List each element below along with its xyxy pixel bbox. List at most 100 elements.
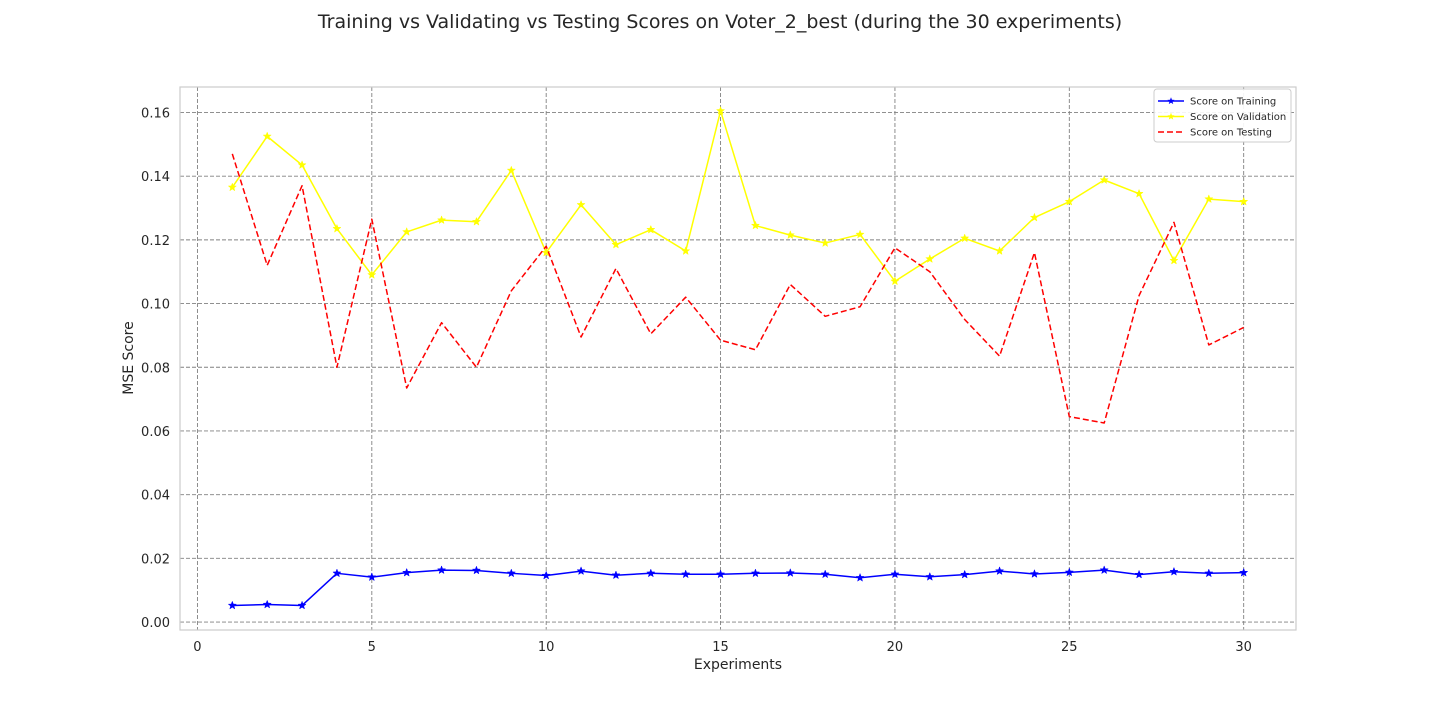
series-score-on-testing — [231, 153, 1245, 424]
data-point — [262, 131, 272, 141]
x-tick-label: 25 — [1061, 640, 1078, 655]
data-point — [227, 182, 237, 192]
data-point — [855, 572, 865, 582]
data-point — [994, 246, 1005, 255]
data-point — [890, 569, 900, 579]
y-axis: 0.00 0.02 0.04 0.06 0.08 0.10 0.12 0.14 0.16 — [141, 106, 170, 631]
data-point — [402, 226, 412, 236]
legend-item: Score on Validation — [1158, 112, 1286, 123]
legend-marker — [1167, 97, 1175, 105]
data-point — [297, 160, 307, 169]
data-point — [890, 276, 900, 286]
data-point — [402, 567, 412, 577]
data-point — [611, 570, 621, 580]
series-score-on-validation — [227, 105, 1249, 286]
data-point — [1169, 255, 1179, 265]
data-point — [506, 165, 516, 175]
data-point — [1134, 188, 1144, 198]
x-tick-label: 30 — [1235, 640, 1252, 655]
data-point — [785, 230, 795, 240]
data-point — [1029, 569, 1040, 578]
y-tick-label: 0.04 — [141, 489, 170, 504]
x-tick-label: 15 — [712, 640, 729, 655]
data-point — [785, 568, 795, 577]
data-point — [1204, 568, 1214, 578]
data-point — [646, 568, 656, 578]
data-point — [541, 570, 551, 580]
data-point — [820, 569, 830, 579]
y-tick-label: 0.08 — [141, 361, 170, 376]
data-point — [715, 569, 726, 579]
data-point — [994, 566, 1005, 576]
data-point — [1099, 565, 1109, 575]
series-line — [232, 569, 1244, 607]
data-point — [1204, 194, 1214, 204]
plot-frame — [179, 86, 1297, 631]
data-point — [471, 216, 482, 226]
data-point — [681, 569, 691, 579]
x-tick-label: 20 — [887, 640, 904, 655]
data-point — [367, 572, 377, 582]
y-tick-label: 0.02 — [141, 552, 170, 567]
x-axis-label: Experiments — [694, 657, 782, 673]
data-point — [1239, 196, 1249, 206]
data-point — [1239, 567, 1249, 577]
series-line — [231, 110, 1244, 283]
series-score-on-training — [227, 565, 1249, 610]
data-point — [1169, 566, 1179, 576]
legend: Score on Training Score on Validation Scor… — [1153, 88, 1292, 143]
data-point — [1064, 196, 1074, 206]
data-point — [820, 238, 830, 248]
data-point — [611, 239, 621, 249]
legend-item: Score on Testing — [1158, 128, 1272, 139]
data-point — [227, 600, 237, 610]
y-axis-label: MSE Score — [121, 321, 137, 394]
data-point — [262, 599, 272, 609]
legend-label: Score on Testing — [1190, 128, 1272, 139]
y-tick-label: 0.16 — [141, 106, 170, 121]
data-point — [332, 223, 342, 233]
data-point — [960, 569, 970, 579]
data-point — [925, 254, 935, 263]
data-point — [297, 600, 307, 610]
data-point — [855, 229, 865, 239]
data-point — [367, 269, 377, 279]
x-axis: 0 5 10 15 20 25 30 — [193, 640, 1252, 655]
data-point — [576, 566, 586, 576]
legend-label: Score on Training — [1190, 97, 1276, 108]
data-point — [1064, 567, 1074, 577]
legend-box — [1153, 88, 1292, 143]
x-tick-label: 10 — [538, 640, 555, 655]
y-tick-label: 0.14 — [141, 170, 170, 185]
data-point — [576, 199, 586, 209]
data-point — [925, 571, 935, 581]
y-tick-label: 0.10 — [141, 298, 170, 313]
series-line — [231, 153, 1245, 424]
data-point — [506, 568, 516, 578]
legend-item: Score on Training — [1158, 97, 1276, 108]
data-point — [646, 224, 656, 234]
data-point — [436, 565, 447, 575]
y-tick-label: 0.12 — [141, 234, 170, 249]
data-point — [681, 246, 691, 255]
data-point — [471, 565, 482, 575]
data-point — [436, 215, 447, 225]
data-point — [1099, 175, 1109, 184]
data-point — [715, 105, 726, 115]
data-point — [1134, 569, 1144, 579]
data-point — [750, 220, 761, 230]
data-point — [541, 247, 551, 257]
y-tick-label: 0.00 — [141, 616, 170, 631]
y-tick-label: 0.06 — [141, 425, 170, 440]
x-tick-label: 0 — [193, 640, 201, 655]
grid — [180, 87, 1296, 630]
legend-marker — [1167, 112, 1175, 120]
plot-area — [227, 105, 1249, 610]
chart-title: Training vs Validating vs Testing Scores… — [317, 11, 1122, 33]
data-point — [332, 568, 342, 578]
data-point — [960, 233, 970, 243]
data-point — [1029, 212, 1040, 222]
data-point — [750, 568, 761, 578]
x-tick-label: 5 — [368, 640, 376, 655]
